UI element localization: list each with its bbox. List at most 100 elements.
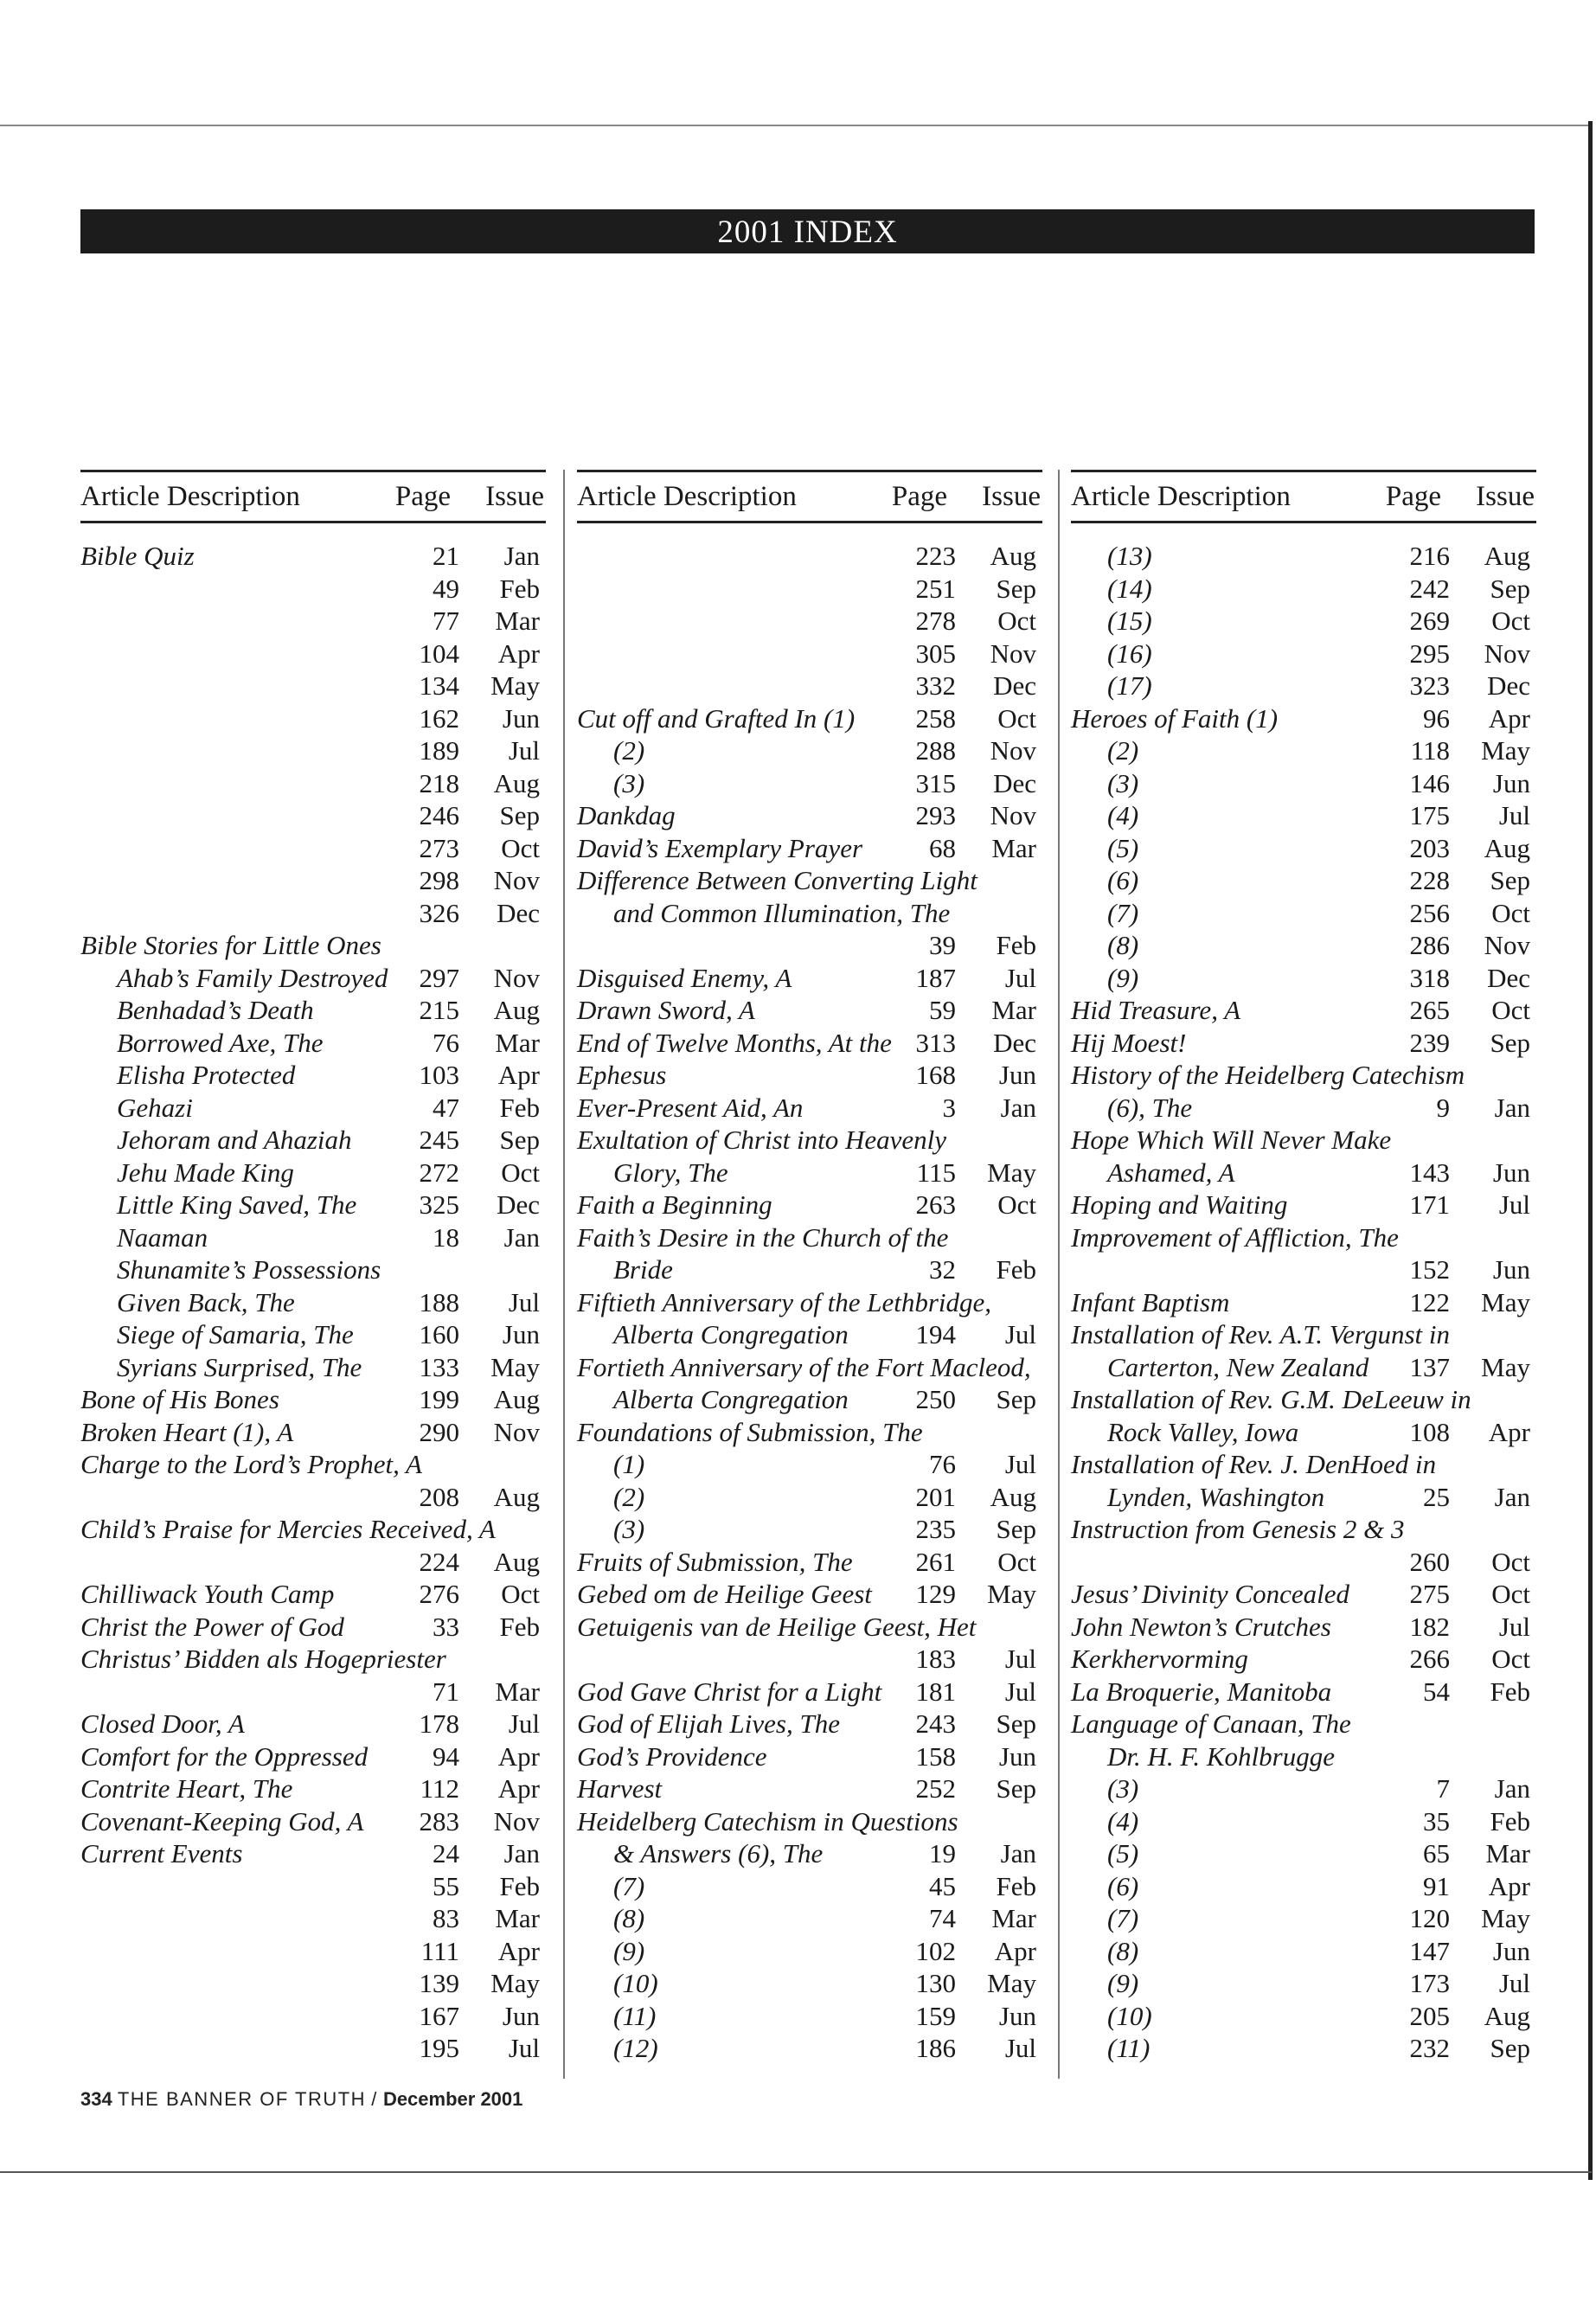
- entry-title: (16): [1107, 638, 1152, 669]
- entry-title: Christus’ Bidden als Hogepriester: [80, 1644, 446, 1674]
- entry-page: 111: [420, 1935, 459, 1966]
- index-entry: 273 Oct: [80, 832, 546, 865]
- entry-page: 325: [419, 1189, 460, 1220]
- entry-issue: Oct: [1491, 1644, 1530, 1674]
- index-entry: God’s Providence 158 Jun: [577, 1740, 1042, 1773]
- entry-title: David’s Exemplary Prayer: [577, 832, 863, 863]
- index-entry: Fruits of Submission, The 261 Oct: [577, 1546, 1042, 1579]
- entry-issue: Jan: [1000, 1838, 1036, 1868]
- entry-issue: Jan: [503, 541, 540, 571]
- entry-title: (7): [1107, 1903, 1139, 1933]
- entry-issue: Aug: [493, 1481, 540, 1512]
- index-entry: 218 Aug: [80, 767, 546, 800]
- index-entry: 183 Jul: [577, 1643, 1042, 1676]
- entry-issue: Oct: [1491, 606, 1530, 636]
- index-entry: Broken Heart (1), A 290 Nov: [80, 1416, 546, 1449]
- index-entry: Given Back, The 188 Jul: [80, 1286, 546, 1319]
- entry-title: Installation of Rev. A.T. Vergunst in: [1071, 1319, 1450, 1349]
- entry-issue: Jun: [998, 2000, 1036, 2031]
- entry-issue: Jan: [503, 1838, 540, 1868]
- entry-page: 182: [1409, 1611, 1451, 1642]
- header-issue: Issue: [982, 481, 1041, 512]
- entry-title: (6): [1107, 1870, 1139, 1901]
- entry-title: Heroes of Faith (1): [1071, 702, 1279, 734]
- entry-title: and Common Illumination, The: [613, 897, 951, 928]
- entry-title: (5): [1107, 832, 1139, 863]
- entry-page: 39: [929, 930, 956, 960]
- entry-page: 290: [419, 1416, 460, 1447]
- entry-issue: Aug: [493, 767, 540, 798]
- index-entry: (3) 7 Jan: [1071, 1772, 1536, 1805]
- entry-title: Ahab’s Family Destroyed: [117, 962, 388, 993]
- index-entry: (16) 295 Nov: [1071, 638, 1536, 670]
- entry-page: 218: [419, 767, 460, 798]
- entry-page: 313: [915, 1027, 957, 1058]
- column-header: Article Description Page Issue: [577, 470, 1042, 523]
- index-entry: Dankdag 293 Nov: [577, 799, 1042, 832]
- entry-issue: Mar: [991, 832, 1036, 863]
- entry-page: 283: [419, 1805, 460, 1836]
- entry-page: 160: [419, 1319, 460, 1349]
- entry-page: 9: [1436, 1092, 1451, 1123]
- entry-page: 183: [915, 1644, 957, 1674]
- entry-issue: Apr: [1488, 1416, 1530, 1447]
- page-edge: [1588, 121, 1593, 2180]
- entry-page: 118: [1410, 735, 1450, 766]
- entry-page: 91: [1423, 1870, 1450, 1901]
- index-entry: Improvement of Affliction, The: [1071, 1221, 1536, 1254]
- entry-issue: May: [1481, 735, 1530, 766]
- entry-issue: Nov: [990, 638, 1036, 669]
- index-entry: Charge to the Lord’s Prophet, A: [80, 1448, 546, 1481]
- entry-title: Child’s Praise for Mercies Received, A: [80, 1514, 496, 1544]
- index-entry: Faith’s Desire in the Church of the: [577, 1221, 1042, 1254]
- index-entry: Little King Saved, The 325 Dec: [80, 1189, 546, 1221]
- entry-page: 201: [915, 1481, 957, 1512]
- entry-page: 24: [433, 1838, 459, 1868]
- header-description: Article Description: [577, 481, 797, 512]
- entry-title: & Answers (6), The: [613, 1838, 824, 1868]
- entry-page: 54: [1423, 1676, 1450, 1707]
- index-entry: Christus’ Bidden als Hogepriester: [80, 1643, 546, 1676]
- index-entry: Ever-Present Aid, An 3 Jan: [577, 1092, 1042, 1125]
- entry-page: 115: [916, 1157, 956, 1188]
- entry-page: 45: [929, 1870, 956, 1901]
- entry-issue: Jun: [502, 2000, 540, 2031]
- index-entry: (7) 256 Oct: [1071, 897, 1536, 930]
- entry-page: 68: [929, 832, 956, 863]
- entry-page: 242: [1409, 573, 1451, 604]
- entry-page: 133: [419, 1351, 460, 1382]
- entry-title: Ephesus: [577, 1060, 667, 1090]
- entry-issue: Feb: [499, 1870, 541, 1901]
- index-entry: Drawn Sword, A 59 Mar: [577, 994, 1042, 1027]
- index-entry: Bride 32 Feb: [577, 1253, 1042, 1286]
- entry-issue: Feb: [996, 1870, 1037, 1901]
- entry-title: Rock Valley, Iowa: [1107, 1416, 1299, 1447]
- entry-title: Language of Canaan, The: [1071, 1708, 1351, 1739]
- entry-title: (8): [613, 1903, 645, 1933]
- entry-issue: Mar: [495, 1676, 540, 1707]
- entry-page: 130: [915, 1968, 957, 1998]
- entry-title: (15): [1107, 606, 1152, 636]
- entry-title: (3): [613, 1514, 645, 1544]
- entry-title: Given Back, The: [117, 1286, 295, 1317]
- index-entry: (7) 120 May: [1071, 1902, 1536, 1935]
- index-entry: Instruction from Genesis 2 & 3: [1071, 1513, 1536, 1546]
- index-entry: Installation of Rev. J. DenHoed in: [1071, 1448, 1536, 1481]
- index-entry: (5) 65 Mar: [1071, 1837, 1536, 1870]
- entry-page: 65: [1423, 1838, 1450, 1868]
- entry-issue: Jul: [1004, 2033, 1036, 2063]
- entry-title: Little King Saved, The: [117, 1189, 357, 1220]
- index-entry: (2) 201 Aug: [577, 1481, 1042, 1514]
- entry-page: 7: [1436, 1773, 1451, 1804]
- entry-title: Glory, The: [613, 1157, 728, 1188]
- entry-issue: Sep: [996, 1773, 1037, 1804]
- entry-page: 129: [915, 1579, 957, 1609]
- entry-page: 258: [915, 702, 957, 734]
- index-entry: Benhadad’s Death 215 Aug: [80, 994, 546, 1027]
- entry-page: 187: [915, 962, 957, 993]
- entry-page: 139: [419, 1968, 460, 1998]
- entry-issue: Aug: [493, 995, 540, 1025]
- header-page: Page: [891, 481, 947, 512]
- entry-issue: Sep: [499, 800, 541, 830]
- index-entry: (8) 147 Jun: [1071, 1935, 1536, 1968]
